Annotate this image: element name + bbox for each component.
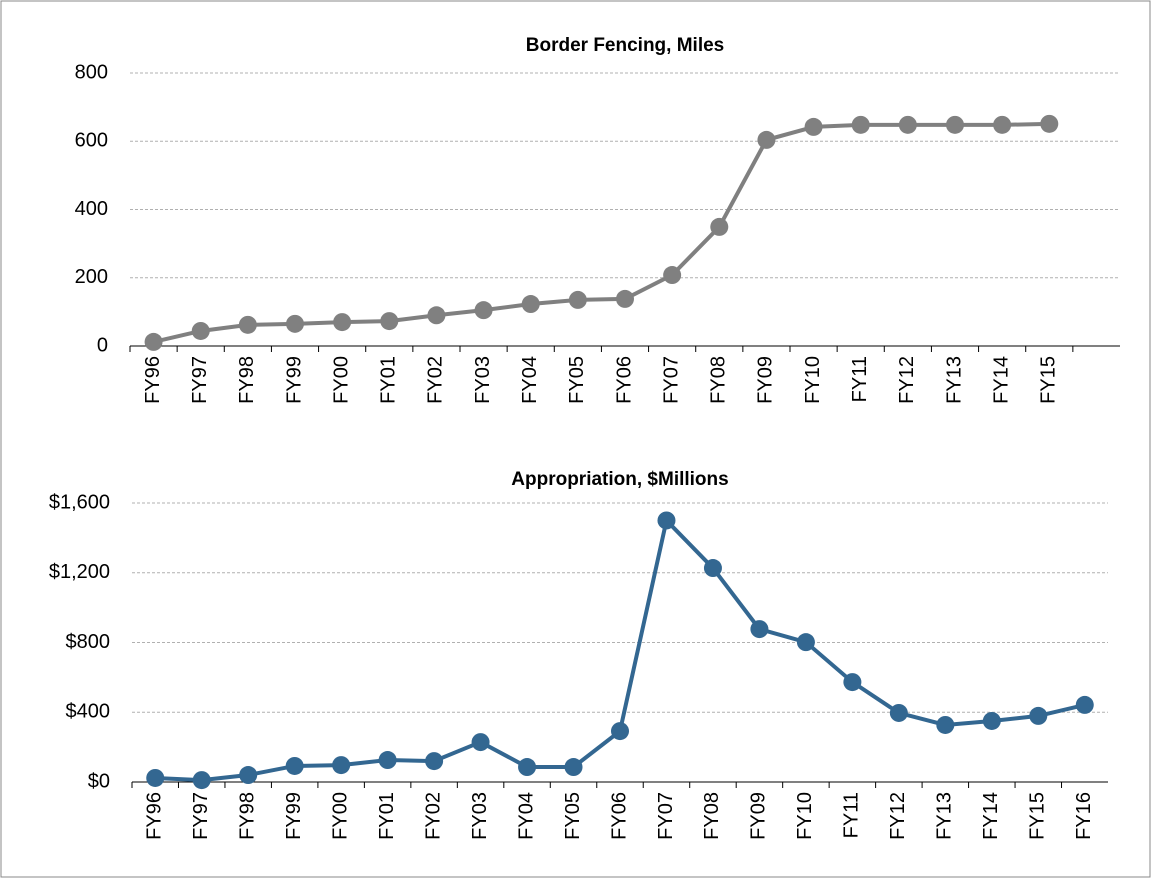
x-tick-label: FY06 bbox=[608, 792, 630, 840]
point bbox=[750, 620, 769, 639]
x-tick-label: FY96 bbox=[144, 792, 166, 840]
point bbox=[898, 115, 917, 134]
x-tick-label: FY14 bbox=[990, 356, 1012, 404]
point bbox=[471, 733, 490, 752]
y-tick-label: 0 bbox=[97, 334, 108, 356]
point bbox=[518, 758, 537, 777]
x-tick-label: FY09 bbox=[748, 792, 770, 840]
x-tick-label: FY04 bbox=[519, 356, 541, 404]
x-tick-label: FY01 bbox=[376, 792, 398, 840]
x-tick-label: FY04 bbox=[515, 792, 537, 840]
point bbox=[333, 313, 352, 332]
point bbox=[1029, 706, 1048, 725]
point bbox=[796, 633, 815, 652]
point bbox=[378, 751, 397, 770]
point bbox=[238, 315, 257, 334]
x-tick-label: FY11 bbox=[841, 792, 863, 838]
point bbox=[332, 756, 351, 775]
x-tick-label: FY08 bbox=[708, 356, 730, 404]
point bbox=[1040, 114, 1059, 133]
chart-title: Appropriation, $Millions bbox=[511, 469, 728, 490]
y-tick-label: $0 bbox=[88, 770, 110, 792]
x-tick-label: FY97 bbox=[190, 792, 212, 840]
x-tick-label: FY03 bbox=[472, 356, 494, 404]
y-tick-label: 400 bbox=[75, 198, 108, 220]
y-tick-label: $400 bbox=[66, 701, 111, 723]
x-tick-label: FY01 bbox=[378, 356, 400, 404]
point bbox=[616, 289, 634, 308]
point bbox=[757, 130, 776, 149]
x-tick-label: FY08 bbox=[701, 792, 723, 840]
y-tick-label: 600 bbox=[75, 130, 108, 152]
x-tick-label: FY02 bbox=[425, 356, 447, 404]
x-tick-label: FY16 bbox=[1073, 792, 1095, 840]
point bbox=[521, 295, 540, 314]
x-tick-label: FY99 bbox=[283, 792, 305, 840]
point bbox=[851, 115, 870, 134]
x-tick-label: FY00 bbox=[329, 792, 351, 840]
x-tick-label: FY07 bbox=[655, 792, 677, 840]
point bbox=[144, 332, 163, 351]
point bbox=[936, 715, 955, 734]
point bbox=[657, 511, 676, 530]
point bbox=[191, 321, 210, 340]
point bbox=[286, 314, 304, 333]
x-tick-label: FY15 bbox=[1027, 792, 1049, 840]
y-tick-label: 200 bbox=[75, 266, 108, 288]
point bbox=[982, 711, 1001, 730]
x-tick-label: FY98 bbox=[236, 792, 258, 840]
point bbox=[804, 117, 823, 136]
point bbox=[427, 306, 446, 325]
x-tick-label: FY10 bbox=[802, 356, 824, 404]
point bbox=[568, 290, 587, 309]
x-tick-label: FY11 bbox=[849, 356, 871, 402]
x-tick-label: FY13 bbox=[943, 356, 965, 404]
point bbox=[703, 559, 722, 578]
x-tick-label: FY96 bbox=[142, 356, 164, 404]
y-tick-label: $1,200 bbox=[49, 561, 110, 583]
point bbox=[380, 312, 399, 331]
x-tick-label: FY99 bbox=[283, 356, 305, 404]
point bbox=[710, 217, 729, 236]
point bbox=[564, 758, 583, 777]
point bbox=[843, 673, 862, 692]
y-tick-label: $1,600 bbox=[49, 491, 110, 513]
point bbox=[889, 703, 908, 722]
point bbox=[239, 766, 258, 785]
point bbox=[146, 768, 165, 787]
chart-title: Border Fencing, Miles bbox=[526, 35, 724, 56]
x-tick-label: FY00 bbox=[330, 356, 352, 404]
x-tick-label: FY12 bbox=[896, 356, 918, 404]
x-tick-label: FY09 bbox=[755, 356, 777, 404]
point bbox=[192, 771, 211, 790]
x-tick-label: FY05 bbox=[566, 356, 588, 404]
y-tick-label: $800 bbox=[66, 631, 111, 653]
x-tick-label: FY06 bbox=[613, 356, 635, 404]
point bbox=[611, 722, 629, 741]
point bbox=[474, 301, 493, 320]
x-tick-label: FY03 bbox=[469, 792, 491, 840]
x-tick-label: FY02 bbox=[422, 792, 444, 840]
x-tick-label: FY14 bbox=[980, 792, 1002, 840]
x-tick-label: FY98 bbox=[236, 356, 258, 404]
point bbox=[425, 752, 444, 771]
x-tick-label: FY05 bbox=[562, 792, 584, 840]
point bbox=[663, 266, 682, 285]
x-tick-label: FY97 bbox=[189, 356, 211, 404]
x-tick-label: FY10 bbox=[794, 792, 816, 840]
x-tick-label: FY15 bbox=[1038, 356, 1060, 404]
point bbox=[993, 115, 1012, 134]
y-tick-label: 800 bbox=[75, 61, 108, 83]
point bbox=[285, 756, 304, 775]
point bbox=[1075, 695, 1094, 714]
x-tick-label: FY13 bbox=[934, 792, 956, 840]
x-tick-label: FY07 bbox=[660, 356, 682, 404]
point bbox=[946, 115, 964, 134]
x-tick-label: FY12 bbox=[887, 792, 909, 840]
